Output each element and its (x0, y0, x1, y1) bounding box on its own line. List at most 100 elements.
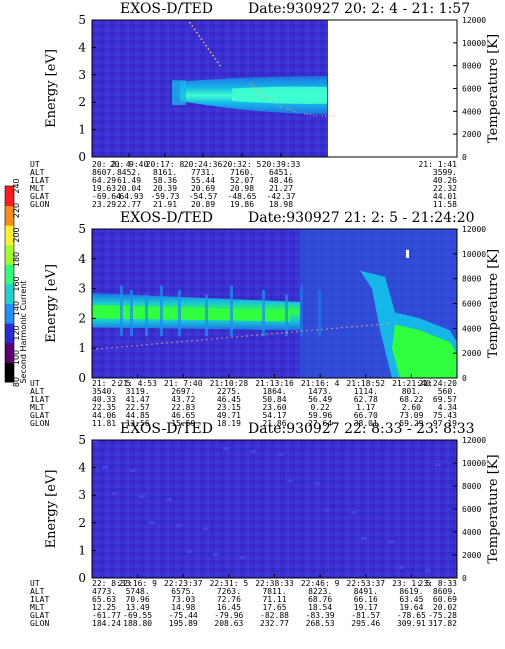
chart-date: Date:930927 22: 8:33 - 23: 8:33 (248, 421, 475, 437)
saturated-pixel (406, 249, 409, 258)
y2-tick-label: 2000 (462, 130, 481, 139)
ephemeris-value: 40.26 (433, 176, 457, 185)
ephemeris-value: 49.71 (217, 411, 241, 420)
ephemeris-value: 68.22 (399, 395, 423, 404)
ephemeris-value: 19.86 (230, 200, 254, 209)
ephemeris-value: 5748. (126, 587, 150, 596)
temperature-trace-dot (256, 334, 258, 336)
ephemeris-value: 21: 2: 5 (92, 379, 131, 388)
temperature-trace-dot (306, 330, 308, 332)
ephemeris-value: 23: 1: 5 (392, 579, 431, 588)
ephemeris-value: 43.72 (171, 395, 195, 404)
ephemeris-value: 7731. (191, 168, 215, 177)
ephemeris-value: 208.63 (214, 619, 243, 628)
colorbar-segment (5, 186, 14, 207)
ephemeris-value: 73.03 (171, 595, 195, 604)
ephemeris-value: 22.32 (433, 184, 457, 193)
temperature-trace-dot (226, 337, 228, 339)
ephemeris-value: 68.76 (308, 595, 332, 604)
ephemeris-value: 62.78 (354, 395, 378, 404)
y2-tick-label: 12000 (462, 16, 486, 25)
y-axis-label: Energy [eV] (44, 470, 59, 549)
temperature-trace-dot (381, 323, 383, 325)
colorbar-segment (5, 244, 14, 265)
ephemeris-value: 66.70 (354, 411, 378, 420)
temperature-trace-dot (121, 346, 123, 348)
ephemeris-value: 44.85 (126, 411, 150, 420)
temperature-trace-dot (191, 340, 193, 342)
ephemeris-label: ILAT (30, 395, 49, 404)
ion-band-core (232, 86, 327, 104)
ephemeris-value: 188.80 (123, 619, 152, 628)
ephemeris-value: 21:18:52 (346, 379, 385, 388)
ephemeris-value: 1.17 (356, 403, 375, 412)
ephemeris-value: 22.57 (126, 403, 150, 412)
scatter-dot (198, 34, 201, 37)
ephemeris-value: 8619. (399, 587, 423, 596)
ephemeris-value: 3119. (126, 387, 150, 396)
ephemeris-value: 21:24:20 (418, 379, 457, 388)
ephemeris-value: 1473. (308, 387, 332, 396)
noise-speck (166, 498, 172, 501)
ephemeris-value: 22:46: 9 (301, 579, 340, 588)
y2-axis-label: Temperature [K] (486, 249, 501, 358)
ephemeris-label: UT (30, 160, 40, 169)
ephemeris-value: 54.17 (262, 411, 286, 420)
y2-tick-label: 12000 (462, 225, 486, 234)
noise-speck (176, 524, 182, 527)
ephemeris-value: 21:16: 4 (301, 379, 340, 388)
ephemeris-value: 70.96 (126, 595, 150, 604)
ephemeris-value: 52.07 (230, 176, 254, 185)
temperature-trace-dot (251, 334, 253, 337)
temperature-trace-dot (126, 345, 128, 348)
ephemeris-value: 6575. (171, 587, 195, 596)
ephemeris-value: -69.55 (123, 611, 152, 620)
y2-tick-label: 10000 (462, 459, 486, 468)
colorbar-tick-label: 220 (12, 203, 21, 218)
noise-speck (361, 537, 367, 540)
temperature-trace-dot (286, 331, 288, 334)
y2-tick-label: 10000 (462, 250, 486, 259)
precipitation-core (392, 324, 457, 378)
ephemeris-value: 22.35 (92, 403, 116, 412)
temperature-trace-dot (101, 347, 103, 350)
noise-speck (186, 550, 192, 553)
noise-speck (324, 508, 330, 511)
ephemeris-value: 18.19 (217, 419, 241, 428)
y2-tick-label: 0 (462, 153, 467, 162)
noise-speck (139, 495, 145, 498)
ephemeris-value: 18.98 (269, 200, 293, 209)
y2-tick-label: 6000 (462, 300, 481, 309)
chart-date: Date:930927 20: 2: 4 - 21: 1:57 (248, 1, 470, 17)
temperature-trace-dot (216, 337, 218, 340)
ephemeris-value: 6451. (269, 168, 293, 177)
noise-speck (425, 569, 431, 572)
ephemeris-value: 8607. (92, 168, 116, 177)
ephemeris-value: 8452. (117, 168, 141, 177)
colorbar-tick-label: 120 (12, 325, 21, 340)
temperature-trace-dot (131, 345, 133, 347)
ephemeris-label: MLT (30, 403, 45, 412)
ephemeris-value: 21.86 (262, 419, 286, 428)
y-tick-label: 2 (78, 95, 86, 109)
temperature-trace-dot (156, 343, 158, 345)
ephemeris-value: 71.11 (262, 595, 286, 604)
temperature-trace-dot (336, 327, 338, 329)
ephemeris-value: 19.63 (92, 184, 116, 193)
ephemeris-value: 3599. (433, 168, 457, 177)
colorbar-tick-label: 180 (12, 252, 21, 267)
ephemeris-value: -59.73 (151, 192, 180, 201)
ephemeris-value: 20.89 (191, 200, 215, 209)
ephemeris-value: 16.45 (217, 603, 241, 612)
scatter-dot (207, 48, 210, 50)
y2-tick-label: 8000 (462, 275, 481, 284)
ephemeris-value: 13.49 (126, 603, 150, 612)
y2-tick-label: 2000 (462, 349, 481, 358)
temperature-trace-dot (326, 328, 328, 330)
ephemeris-value: 8609. (433, 587, 457, 596)
y2-tick-label: 8000 (462, 62, 481, 71)
ephemeris-value: 23: 8:33 (418, 579, 457, 588)
ephemeris-value: 55.44 (191, 176, 215, 185)
no-data-region (328, 20, 457, 157)
